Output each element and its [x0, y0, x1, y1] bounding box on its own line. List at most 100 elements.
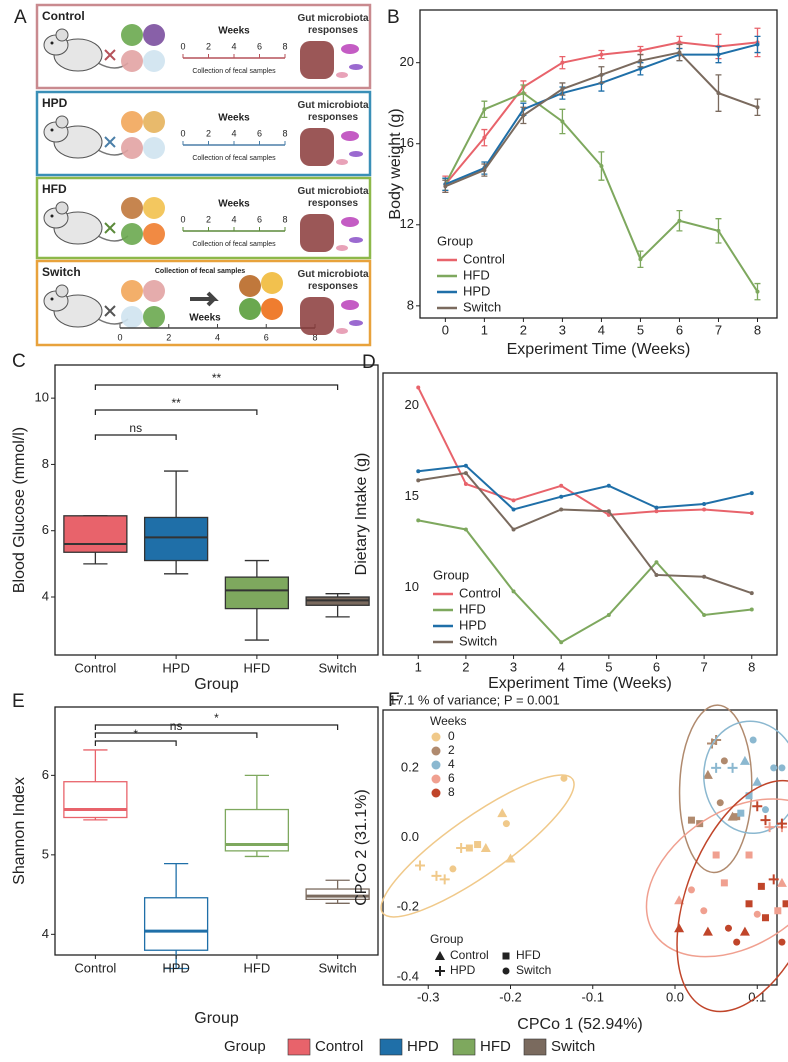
times-sign — [104, 136, 116, 148]
times-sign — [104, 305, 116, 317]
mouse-eye — [50, 297, 54, 301]
x-axis-title: Experiment Time (Weeks) — [488, 675, 672, 692]
food-icon — [143, 111, 165, 133]
y-tick-label: 20 — [400, 54, 414, 69]
timeline-tick-label: 4 — [231, 128, 236, 138]
plot-frame — [54, 706, 379, 956]
point — [782, 900, 788, 908]
food-icon — [143, 280, 165, 302]
point — [505, 853, 516, 863]
data-point — [755, 42, 760, 47]
x-axis-title: Group — [194, 676, 239, 693]
whisker-low — [164, 560, 189, 575]
legend-swatch — [431, 774, 441, 784]
whisker-high — [83, 749, 108, 782]
significance-bracket — [94, 740, 177, 746]
point — [439, 874, 450, 885]
timeline-tick-label: 6 — [257, 41, 262, 51]
x-tick-label: 0.0 — [666, 989, 684, 1004]
point — [431, 870, 442, 881]
mouse-ear — [55, 284, 69, 298]
x-tick-label: 7 — [715, 322, 722, 337]
food-icon — [121, 306, 143, 328]
series-line — [417, 387, 752, 516]
legend-label: HPD — [407, 1038, 439, 1055]
point — [733, 813, 741, 821]
significance-label: ns — [170, 719, 183, 733]
point — [737, 809, 745, 817]
legend-title: Group — [433, 567, 469, 582]
confidence-ellipse — [645, 798, 788, 958]
response-label: Gut microbiota responses — [297, 100, 369, 123]
point — [702, 769, 713, 779]
point — [480, 843, 491, 853]
legend-swatch — [431, 732, 441, 742]
data-point — [463, 481, 468, 486]
legend-label: Switch — [516, 963, 551, 977]
x-tick-label: 1 — [415, 659, 422, 674]
legend-label: HPD — [450, 963, 476, 977]
data-point — [654, 560, 659, 565]
food-icon — [143, 24, 165, 46]
plot-frame — [54, 364, 379, 656]
x-tick-label: 0 — [442, 322, 449, 337]
x-tick-label: HPD — [162, 660, 189, 675]
significance-label: ** — [212, 371, 222, 385]
group-label: HFD — [42, 182, 67, 196]
legend-title: Weeks — [430, 714, 466, 728]
weeks-label: Weeks — [218, 26, 250, 37]
point — [753, 910, 761, 918]
data-point — [755, 105, 760, 110]
data-point — [702, 507, 707, 512]
food-icon — [143, 50, 165, 72]
group-label: Control — [42, 9, 85, 23]
point — [711, 762, 722, 773]
legend-swatch — [287, 1038, 311, 1056]
y-tick-label: -0.2 — [397, 899, 419, 914]
x-tick-label: Switch — [318, 660, 356, 675]
data-point — [416, 385, 421, 390]
microbe-icon — [336, 159, 348, 165]
data-point — [677, 218, 682, 223]
timeline-tick-label: 4 — [215, 332, 220, 342]
x-tick-label: 2 — [462, 659, 469, 674]
point — [774, 907, 782, 915]
data-point — [638, 66, 643, 71]
x-tick-label: 8 — [754, 322, 761, 337]
mouse-eye — [50, 128, 54, 132]
microbe-icon — [349, 64, 363, 70]
microbe-icon — [349, 237, 363, 243]
legend-label: HPD — [459, 617, 486, 632]
data-point — [511, 507, 516, 512]
x-tick-label: 4 — [558, 659, 565, 674]
point — [776, 877, 787, 887]
arrow — [190, 291, 219, 307]
y-tick-label: 6 — [42, 767, 49, 782]
whisker-high — [325, 879, 350, 890]
significance-bracket — [94, 409, 258, 415]
series-line — [418, 519, 752, 644]
data-point — [638, 58, 643, 63]
box — [63, 781, 128, 819]
x-tick-label: 6 — [676, 322, 683, 337]
data-point — [606, 483, 611, 488]
whisker-high — [244, 559, 269, 578]
x-tick-label: 3 — [559, 322, 566, 337]
timeline-tick-label: 0 — [180, 128, 185, 138]
legend-label: 6 — [448, 771, 455, 785]
food-icon — [121, 24, 143, 46]
x-tick-label: 7 — [700, 659, 707, 674]
data-point — [755, 289, 760, 294]
y-tick-label: 10 — [405, 579, 419, 594]
data-point — [463, 527, 468, 532]
point — [415, 860, 426, 871]
y-axis-title: CPCo 2 (31.1%) — [353, 789, 370, 906]
microbe-icon — [336, 328, 348, 334]
y-tick-label: 20 — [405, 397, 419, 412]
weeks-label: Weeks — [218, 113, 250, 124]
food-icon — [261, 272, 283, 294]
point — [474, 841, 482, 849]
mouse-ear — [55, 201, 69, 215]
point — [752, 776, 763, 786]
significance-bracket — [94, 724, 339, 730]
